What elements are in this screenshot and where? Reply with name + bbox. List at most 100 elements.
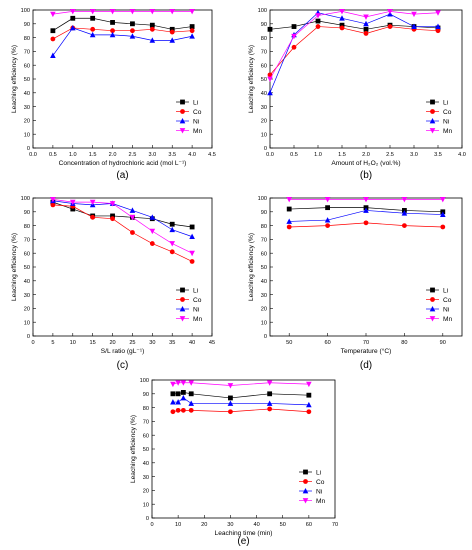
series-line	[269, 11, 439, 80]
y-tick-label: 20	[24, 307, 30, 313]
y-tick-label: 60	[143, 433, 149, 439]
data-point	[387, 24, 393, 29]
data-point	[129, 207, 136, 213]
data-point	[149, 26, 155, 32]
data-point	[306, 409, 312, 415]
y-tick-label: 40	[24, 91, 30, 97]
chart-panel: 0 10 20 30 40 50 60 70 80 90 100 0.0 0.5 1.0 1.5 2.0 2.5…	[248, 8, 466, 181]
data-point	[130, 230, 135, 235]
data-point	[267, 406, 273, 412]
data-point	[188, 400, 195, 406]
x-tick-label: 0	[31, 340, 34, 346]
data-point	[149, 228, 156, 235]
legend-label: Co	[443, 109, 452, 116]
data-point	[266, 380, 273, 386]
data-point	[189, 8, 195, 15]
data-point	[169, 26, 175, 32]
data-point	[325, 205, 330, 211]
x-tick-label: 5	[51, 340, 54, 346]
data-point	[169, 226, 176, 233]
y-tick-label: 70	[143, 420, 149, 426]
data-point	[189, 224, 195, 230]
y-tick-label: 10	[143, 502, 149, 508]
data-point	[50, 202, 56, 208]
y-tick-label: 30	[261, 105, 267, 111]
legend-marker	[430, 297, 435, 302]
legend-label: Co	[193, 297, 202, 304]
x-tick-label: 50	[286, 340, 292, 346]
legend-label: Ni	[443, 306, 450, 313]
data-point	[324, 217, 331, 223]
legend-label: Mn	[316, 498, 325, 505]
x-tick-label: 2.5	[386, 152, 394, 158]
data-point	[440, 224, 446, 230]
legend-label: Co	[316, 479, 325, 486]
data-point	[130, 21, 135, 27]
data-point	[129, 33, 136, 39]
x-tick-label: 3.0	[410, 152, 418, 158]
data-point	[50, 196, 56, 203]
chart-panel: 0 10 20 30 40 50 60 70 80 90 100 0 10 20 30 40 50 60 70 Lea…	[130, 378, 338, 547]
legend-label: Co	[193, 109, 202, 116]
y-tick-label: 100	[21, 196, 30, 202]
data-point	[180, 394, 187, 401]
y-tick-label: 100	[21, 8, 30, 14]
series-line	[172, 397, 309, 406]
data-point	[363, 26, 369, 32]
x-tick-label: 2.0	[109, 152, 117, 158]
legend-marker	[179, 306, 186, 312]
data-point	[339, 22, 345, 28]
x-tick-label: 35	[169, 340, 175, 346]
y-tick-label: 20	[143, 489, 149, 495]
data-point	[89, 8, 96, 15]
x-tick-label: 1.0	[69, 152, 77, 158]
legend-marker	[179, 128, 186, 134]
y-axis-title: Leaching efficiency (%)	[11, 233, 18, 301]
data-point	[129, 214, 136, 221]
data-point	[149, 214, 156, 220]
data-point	[149, 37, 156, 43]
y-tick-label: 90	[143, 392, 149, 398]
y-tick-label: 90	[24, 210, 30, 216]
series-line	[52, 200, 193, 237]
data-point	[149, 22, 155, 28]
data-point	[411, 23, 417, 29]
data-point	[175, 407, 181, 413]
data-point	[169, 37, 176, 43]
legend-marker	[302, 488, 309, 494]
x-tick-label: 10	[175, 522, 181, 528]
data-point	[387, 8, 393, 15]
x-tick-label: 20	[109, 340, 115, 346]
legend-label: Ni	[193, 118, 200, 125]
x-tick-label: 4.5	[208, 152, 216, 158]
x-tick-label: 40	[253, 522, 259, 528]
x-tick-label: 50	[280, 522, 286, 528]
legend-label: Ni	[193, 306, 200, 313]
x-tick-label: 1.5	[338, 152, 346, 158]
data-point	[228, 409, 233, 415]
data-point	[411, 11, 417, 18]
data-point	[169, 29, 175, 35]
y-tick-label: 100	[258, 8, 267, 14]
x-tick-label: 0.0	[29, 152, 37, 158]
data-point	[363, 207, 369, 213]
data-point	[435, 10, 441, 16]
data-point	[228, 395, 233, 401]
data-point	[266, 400, 273, 406]
data-point	[227, 383, 234, 389]
data-point	[325, 223, 330, 229]
y-tick-label: 80	[261, 36, 267, 42]
data-point	[109, 201, 116, 207]
legend-marker	[302, 498, 309, 504]
y-tick-label: 70	[261, 238, 267, 244]
legend-label: Li	[193, 99, 199, 106]
x-tick-label: 3.0	[148, 152, 156, 158]
series-line	[52, 199, 193, 254]
data-point	[286, 224, 292, 230]
y-tick-label: 60	[261, 251, 267, 257]
data-point	[291, 44, 297, 50]
x-tick-label: 60	[306, 522, 312, 528]
data-point	[110, 213, 115, 219]
data-point	[189, 24, 195, 29]
data-point	[435, 28, 441, 34]
